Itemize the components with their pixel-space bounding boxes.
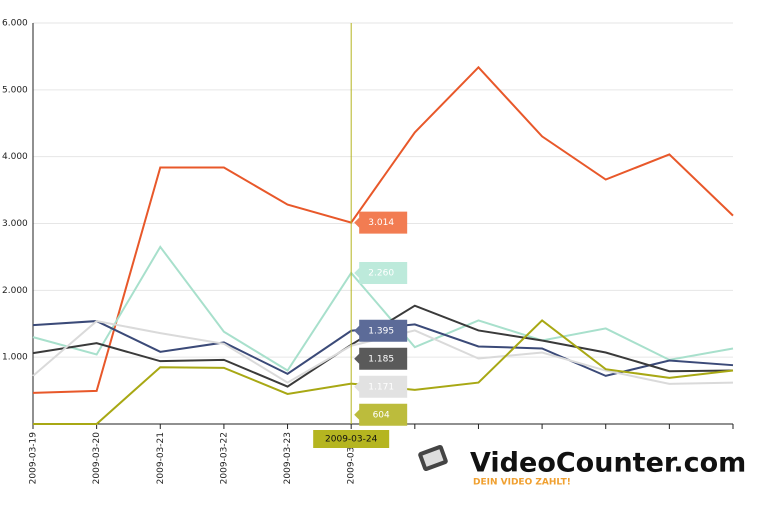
logo-tagline: DEIN VIDEO ZAHLT!	[473, 478, 571, 488]
y-tick-label: 5.000	[2, 85, 28, 95]
tooltip: 2.260	[354, 261, 408, 284]
tooltip-box	[354, 375, 408, 398]
series-line	[32, 245, 734, 372]
tooltip-value: 1.171	[368, 382, 394, 392]
tooltip-value: 1.395	[368, 326, 394, 336]
x-tick-label: 2009-03-23	[283, 432, 293, 484]
y-tick-label: 3.000	[2, 219, 28, 229]
tooltip-box	[354, 261, 408, 284]
y-tick-label: 4.000	[2, 152, 28, 162]
x-tick-label: 2009-03-24	[347, 432, 357, 485]
tooltip-value: 2.260	[368, 268, 394, 278]
tooltip: 3.014	[354, 211, 408, 234]
y-tick-label: 2.000	[2, 286, 28, 296]
x-tick-label: 2009-03-21	[156, 432, 166, 484]
tooltip-value: 604	[373, 410, 390, 420]
tooltip-box	[354, 319, 408, 342]
tooltip: 1.395	[354, 319, 408, 342]
tooltip: 1.171	[354, 375, 408, 398]
crosshair-date: 2009-03-24	[313, 430, 390, 448]
logo-title: VideoCounter.com	[470, 448, 746, 479]
x-tick-label: 2009-03-19	[29, 432, 39, 485]
tooltip-value: 3.014	[368, 218, 394, 228]
tooltip: 604	[354, 403, 408, 426]
tooltip-box	[354, 347, 408, 370]
tooltip-box	[354, 211, 408, 234]
logo: VideoCounter.com DEIN VIDEO ZAHLT!	[418, 445, 746, 488]
tooltip-box	[354, 403, 408, 426]
x-tick-label: 2009-03-20	[92, 432, 102, 485]
y-tick-label: 6.000	[2, 19, 28, 29]
crosshair-date-label: 2009-03-24	[325, 435, 378, 445]
series-line	[32, 65, 734, 394]
tooltip-value: 1.185	[368, 354, 394, 364]
x-tick-label: 2009-03-22	[219, 432, 229, 484]
logo-screen	[422, 449, 444, 467]
crosshair-date-box	[313, 430, 390, 448]
tooltip: 1.185	[354, 347, 408, 370]
y-tick-label: 1.000	[2, 353, 28, 363]
